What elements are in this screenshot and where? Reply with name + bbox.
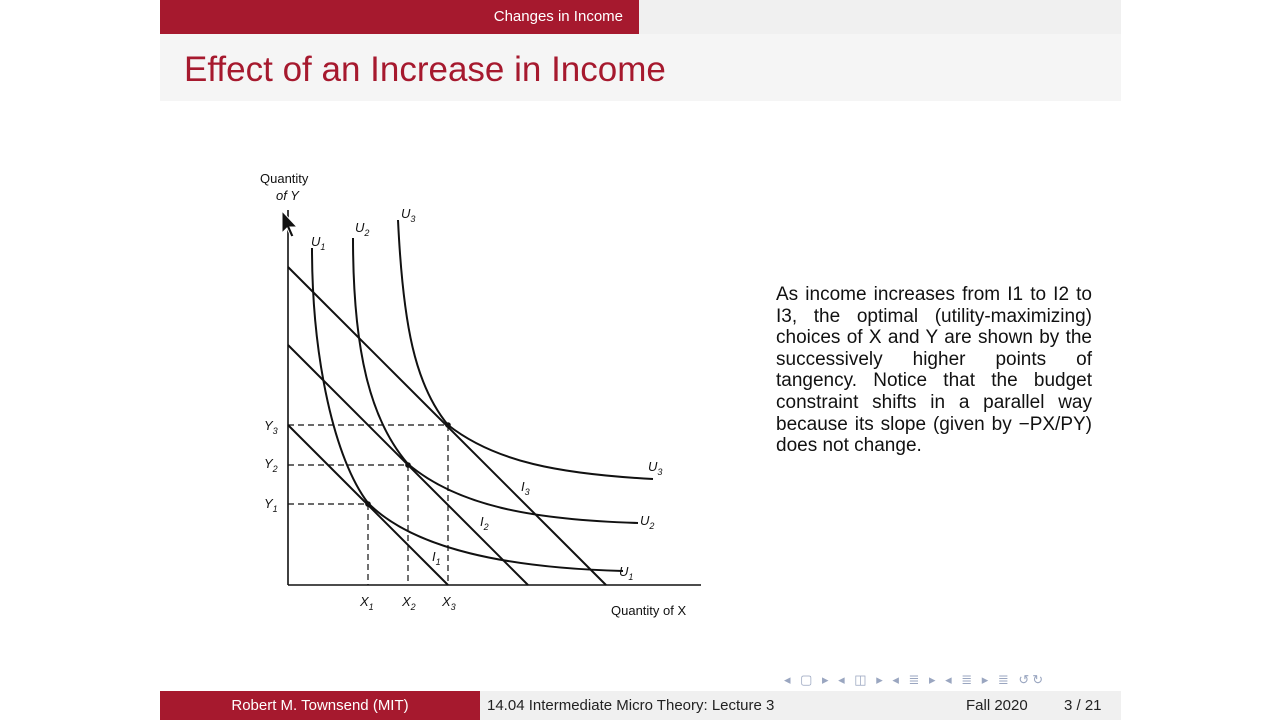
footer-course: 14.04 Intermediate Micro Theory: Lecture… bbox=[480, 691, 800, 720]
label-u2-top: U2 bbox=[355, 220, 369, 238]
description-text: As income increases from I1 to I2 to I3,… bbox=[776, 284, 1092, 457]
tick-x3: X3 bbox=[441, 594, 456, 612]
navigation-controls[interactable]: ◂ ▢ ▸ ◂ ◫ ▸ ◂ ≣ ▸ ◂ ≣ ▸ ≣ ↺↻ bbox=[784, 672, 1047, 687]
indifference-curve-u2 bbox=[352, 237, 639, 524]
tangency-point-1 bbox=[365, 501, 371, 507]
label-u3-right: U3 bbox=[648, 459, 662, 477]
slide-title: Effect of an Increase in Income bbox=[184, 50, 666, 89]
indifference-curve-u3 bbox=[397, 219, 654, 480]
footer-date: Fall 2020 bbox=[966, 697, 1028, 714]
tick-x1: X1 bbox=[359, 594, 374, 612]
tangency-point-2 bbox=[405, 462, 411, 468]
footer-page-number: 3 / 21 bbox=[1064, 697, 1102, 714]
footer-right: Fall 2020 3 / 21 bbox=[800, 691, 1121, 720]
tick-y3: Y3 bbox=[264, 418, 278, 436]
tick-y2: Y2 bbox=[264, 456, 278, 474]
y-axis-label-line1: Quantity bbox=[260, 171, 309, 186]
section-title[interactable]: Changes in Income bbox=[493, 8, 623, 25]
label-u1-right: U1 bbox=[619, 564, 633, 582]
label-u2-right: U2 bbox=[640, 513, 654, 531]
footer-author: Robert M. Townsend (MIT) bbox=[160, 691, 480, 720]
title-bar: Effect of an Increase in Income bbox=[160, 34, 1121, 101]
header-left-segment bbox=[160, 0, 639, 34]
tick-x2: X2 bbox=[401, 594, 416, 612]
income-effect-diagram: Quantity of Y Quantity of X U1 U2 U3 U1 … bbox=[260, 171, 701, 618]
label-u1-top: U1 bbox=[311, 234, 325, 252]
footer-bar: Robert M. Townsend (MIT) 14.04 Intermedi… bbox=[160, 691, 1121, 720]
y-axis-label-line2: of Y bbox=[276, 188, 300, 203]
header-right-segment bbox=[639, 0, 1121, 34]
x-axis-label: Quantity of X bbox=[611, 603, 686, 618]
label-u3-top: U3 bbox=[401, 206, 415, 224]
label-i1: I1 bbox=[432, 549, 441, 567]
tangency-point-3 bbox=[445, 422, 451, 428]
header-bar: Changes in Income bbox=[160, 0, 1121, 34]
mouse-cursor-icon bbox=[281, 209, 299, 238]
dashed-guides bbox=[288, 424, 449, 585]
slide: Changes in Income Effect of an Increase … bbox=[160, 0, 1121, 720]
label-i3: I3 bbox=[521, 479, 530, 497]
label-i2: I2 bbox=[480, 514, 489, 532]
tick-y1: Y1 bbox=[264, 496, 278, 514]
indifference-curve-u1 bbox=[311, 247, 624, 572]
